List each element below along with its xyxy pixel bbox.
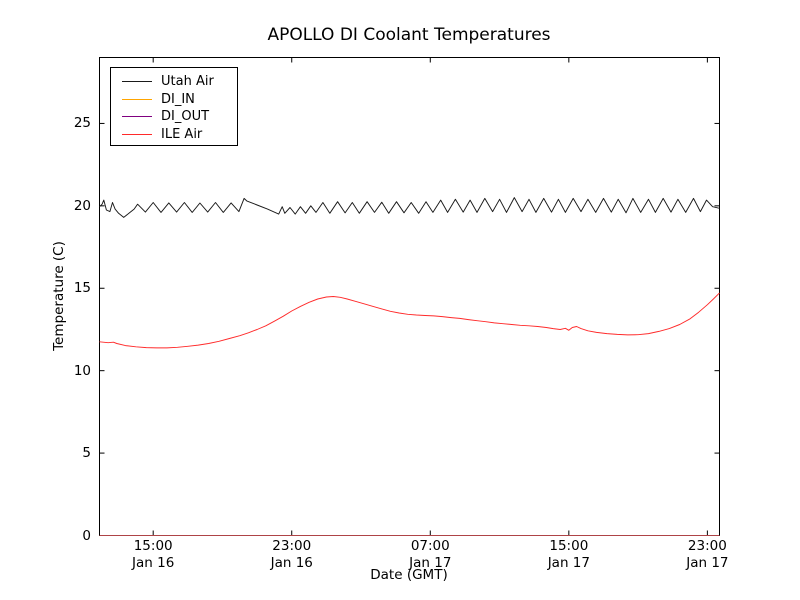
y-tick-label-1: 5: [82, 445, 91, 462]
legend-label-ile-air: ILE Air: [161, 126, 203, 142]
x-tick-date: Jan 16: [270, 555, 313, 571]
legend-row-utah-air: Utah Air: [111, 73, 237, 91]
x-tick-label-3: 15:00 Jan 17: [524, 538, 614, 572]
legend-row-di-out: DI_OUT: [111, 108, 237, 126]
x-tick-label-2: 07:00 Jan 17: [385, 538, 475, 572]
legend: Utah Air DI_IN DI_OUT ILE Air: [110, 67, 238, 146]
x-tick-time: 23:00: [272, 538, 312, 554]
x-tick-time: 23:00: [687, 538, 727, 554]
x-tick-label-1: 23:00 Jan 16: [247, 538, 337, 572]
y-tick-label-5: 25: [73, 115, 91, 132]
x-tick-label-4: 23:00 Jan 17: [662, 538, 752, 572]
x-tick-date: Jan 17: [409, 555, 452, 571]
x-tick-label-0: 15:00 Jan 16: [108, 538, 198, 572]
chart-title: APOLLO DI Coolant Temperatures: [267, 25, 551, 45]
legend-line-di-out-icon: [122, 116, 152, 118]
y-tick-label-3: 15: [73, 280, 91, 297]
legend-label-di-out: DI_OUT: [161, 109, 210, 125]
legend-label-utah-air: Utah Air: [161, 74, 214, 90]
y-axis-label: Temperature (C): [51, 241, 67, 351]
x-tick-time: 07:00: [410, 538, 450, 554]
x-tick-time: 15:00: [133, 538, 173, 554]
legend-line-ile-air-icon: [122, 133, 152, 135]
legend-row-ile-air: ILE Air: [111, 126, 237, 144]
x-tick-date: Jan 17: [547, 555, 590, 571]
y-tick-label-0: 0: [82, 527, 91, 544]
y-tick-label-2: 10: [73, 362, 91, 379]
x-tick-date: Jan 17: [686, 555, 729, 571]
x-axis-label: Date (GMT): [370, 567, 448, 583]
legend-row-di-in: DI_IN: [111, 91, 237, 109]
legend-line-utah-air-icon: [122, 81, 152, 83]
x-tick-time: 15:00: [549, 538, 589, 554]
x-tick-date: Jan 16: [132, 555, 175, 571]
legend-label-di-in: DI_IN: [161, 91, 195, 107]
legend-line-di-in-icon: [122, 98, 152, 100]
y-tick-label-4: 20: [73, 197, 91, 214]
